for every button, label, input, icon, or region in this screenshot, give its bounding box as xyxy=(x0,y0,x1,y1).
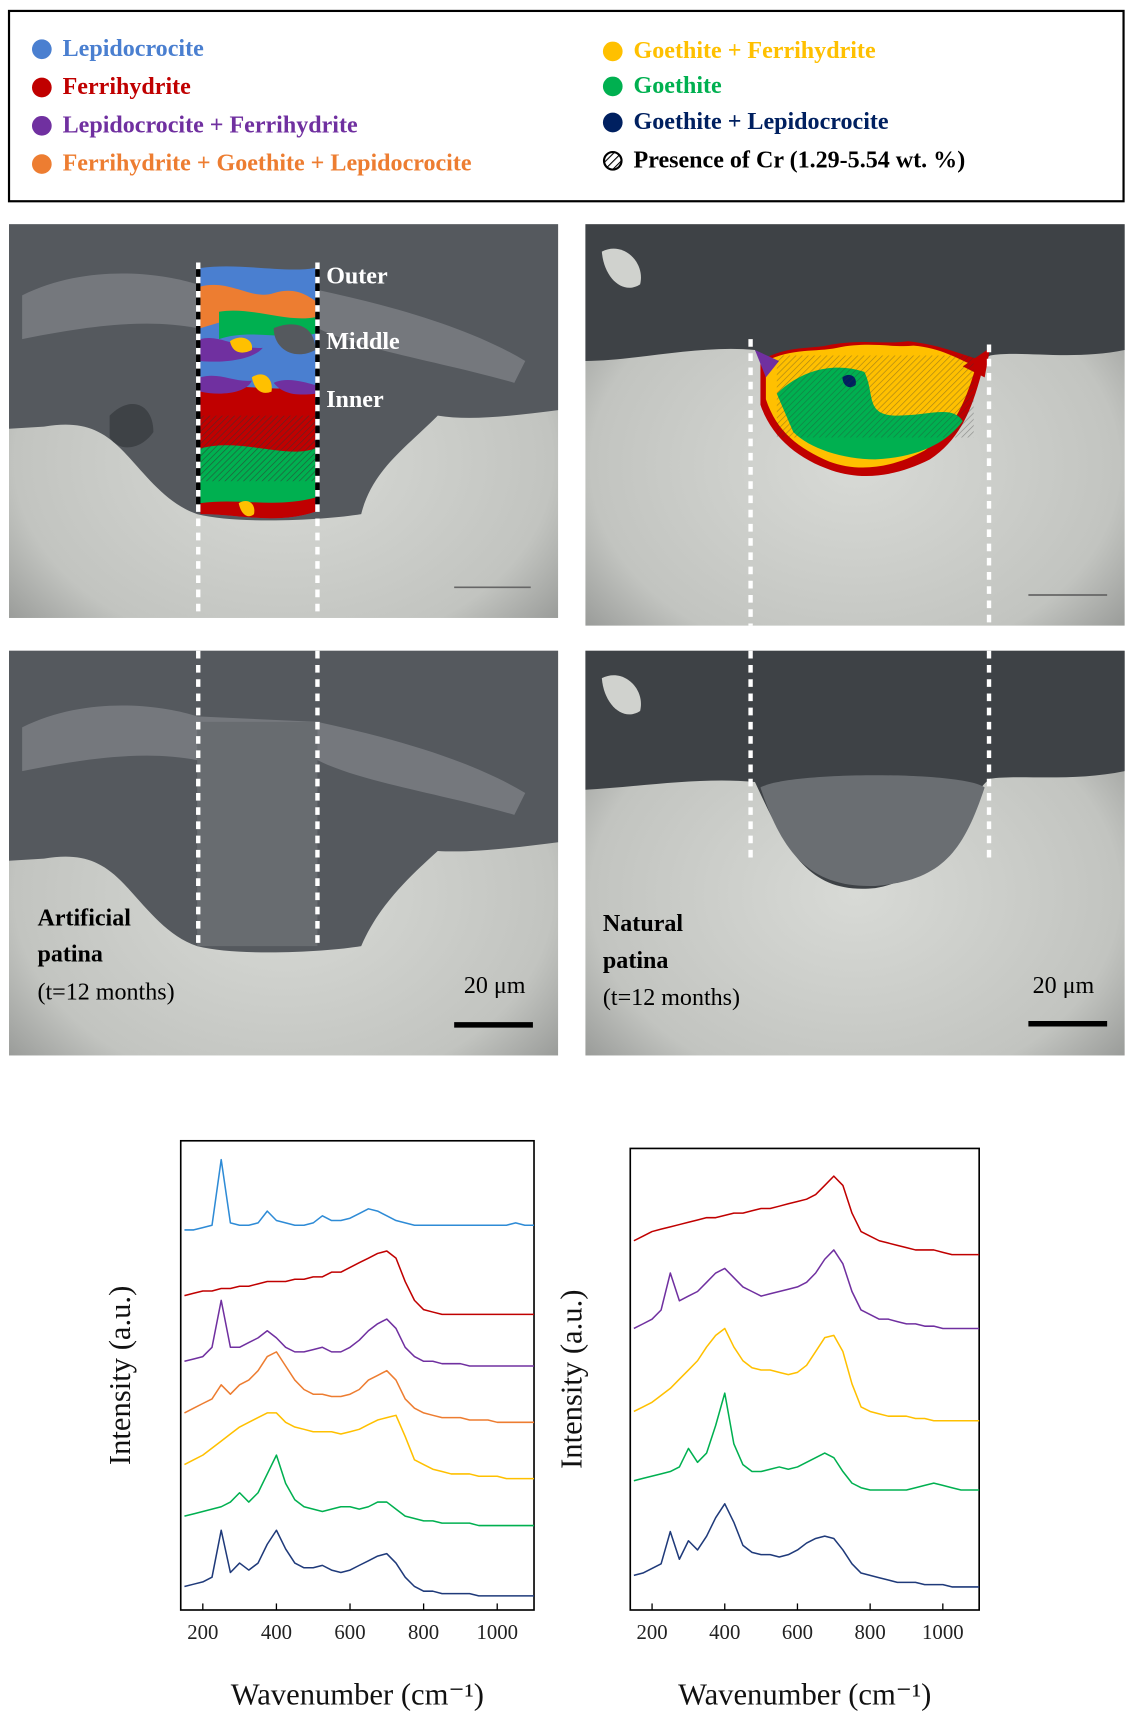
legend-swatch xyxy=(32,116,52,136)
y-axis-label: Intensity (a.u.) xyxy=(103,1286,137,1465)
spectrum-line xyxy=(184,1300,534,1366)
x-tick-label: 800 xyxy=(855,1621,886,1644)
x-tick-label: 600 xyxy=(782,1621,813,1644)
spectrum-line xyxy=(184,1251,534,1314)
legend-swatch xyxy=(603,42,623,62)
legend-swatch xyxy=(604,152,622,170)
y-axis-label: Intensity (a.u.) xyxy=(555,1290,589,1469)
panel-caption: (t=12 months) xyxy=(37,980,174,1006)
legend-label: Lepidocrocite + Ferrihydrite xyxy=(63,112,358,138)
figure: Lepidocrocite Ferrihydrite Lepidocrocite +… xyxy=(0,0,1126,1715)
panel-caption: patina xyxy=(37,941,102,967)
spectrum-line xyxy=(184,1160,534,1230)
panel-caption: (t=12 months) xyxy=(603,985,740,1011)
legend-label: Lepidocrocite xyxy=(63,36,204,62)
spectrum-line xyxy=(634,1504,979,1587)
panel-caption: patina xyxy=(603,948,668,974)
micrograph-top-left xyxy=(9,224,558,618)
x-tick-label: 400 xyxy=(261,1621,292,1644)
x-tick-label: 600 xyxy=(334,1621,365,1644)
legend-swatch xyxy=(603,113,623,133)
x-tick-label: 200 xyxy=(187,1621,218,1644)
spectrum-line xyxy=(184,1413,534,1479)
legend-swatch xyxy=(603,77,623,97)
legend-swatch xyxy=(32,78,52,98)
legend-swatch xyxy=(32,154,52,174)
micrograph-top-right xyxy=(585,224,1124,625)
x-axis-label: Wavenumber (cm⁻¹) xyxy=(678,1678,931,1712)
scale-bar-label: 20 μm xyxy=(1033,973,1095,999)
legend-swatch xyxy=(32,39,52,59)
spectrum-line xyxy=(184,1530,534,1596)
spectrum-line xyxy=(634,1176,979,1255)
legend-label: Ferrihydrite + Goethite + Lepidocrocite xyxy=(63,151,472,177)
plot-frame xyxy=(630,1148,979,1610)
x-tick-label: 1000 xyxy=(476,1621,518,1644)
x-tick-label: 800 xyxy=(408,1621,439,1644)
spectra: 200 400 600 800 1000 Wavenumber (cm⁻¹) Intensi… xyxy=(103,1141,979,1712)
x-axis-label: Wavenumber (cm⁻¹) xyxy=(231,1678,484,1712)
legend-label: Presence of Cr (1.29-5.54 wt. %) xyxy=(634,147,966,173)
x-tick-label: 1000 xyxy=(922,1621,964,1644)
plot-frame xyxy=(181,1141,534,1610)
scale-bar-label: 20 μm xyxy=(464,973,526,999)
legend-label: Goethite + Ferrihydrite xyxy=(634,38,876,64)
spectrum-line xyxy=(184,1455,534,1525)
legend-label: Ferrihydrite xyxy=(63,74,192,100)
x-tick-label: 200 xyxy=(636,1621,667,1644)
layer-label: Inner xyxy=(326,387,384,413)
legend-label: Goethite + Lepidocrocite xyxy=(634,109,889,135)
x-tick-label: 400 xyxy=(709,1621,740,1644)
legend-label: Goethite xyxy=(634,73,722,99)
panel-caption: Artificial xyxy=(37,905,131,931)
spectrum-line xyxy=(634,1250,979,1329)
panel-caption: Natural xyxy=(603,911,683,937)
spectrum-line xyxy=(184,1352,534,1422)
spectrum-line xyxy=(634,1393,979,1490)
spectrum-line xyxy=(634,1328,979,1420)
layer-label: Middle xyxy=(326,329,400,355)
layer-label: Outer xyxy=(326,263,388,289)
